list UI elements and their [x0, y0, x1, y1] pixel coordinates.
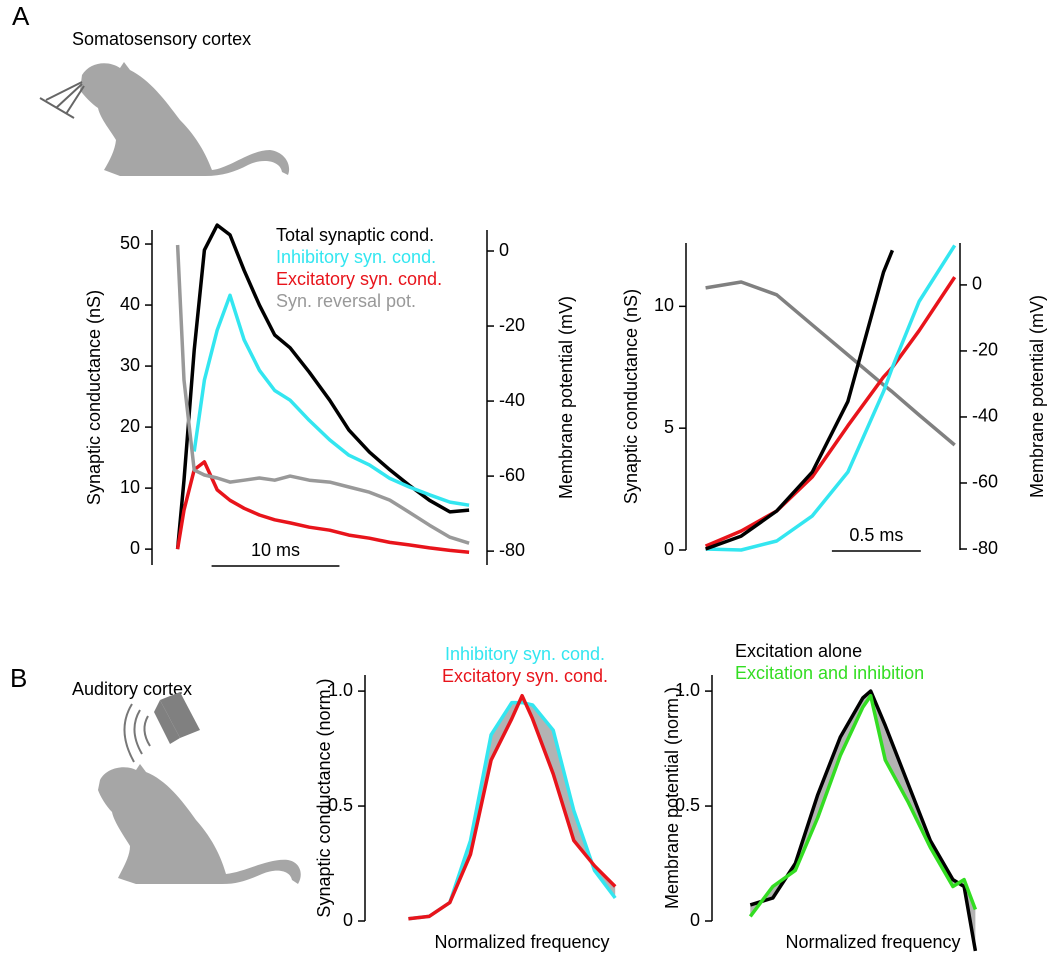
y2-axis-label: Membrane potential (mV): [1027, 295, 1047, 498]
panel-label: B: [10, 663, 27, 693]
y2-tick-label: -40: [499, 390, 525, 410]
legend-entry: Excitatory syn. cond.: [276, 269, 442, 289]
y2-tick-label: -20: [499, 315, 525, 335]
series-line: [705, 244, 957, 552]
scale-bar-label: 0.5 ms: [849, 525, 903, 545]
legend-entry: Syn. reversal pot.: [276, 291, 416, 311]
rat-icon: [98, 692, 301, 884]
y-tick-label: 20: [120, 416, 140, 436]
y2-tick-label: 0: [499, 240, 509, 260]
difference-shade: [750, 691, 976, 951]
series-line: [192, 293, 470, 507]
y2-tick-label: -80: [499, 540, 525, 560]
series-line: [749, 689, 978, 952]
y-axis-label: Membrane potential (norm.): [662, 687, 682, 909]
legend-entry: Excitation and inhibition: [735, 663, 924, 683]
legend-entry: Excitation alone: [735, 641, 862, 661]
legend-entry: Excitatory syn. cond.: [442, 666, 608, 686]
y-tick-label: 0.5: [328, 795, 353, 815]
y2-tick-label: -20: [972, 340, 998, 360]
y-tick-label: 0: [130, 538, 140, 558]
y-tick-label: 1.0: [675, 680, 700, 700]
difference-shade: [408, 695, 616, 919]
y-tick-label: 40: [120, 294, 140, 314]
legend-entry: Inhibitory syn. cond.: [445, 644, 605, 664]
series-line: [705, 249, 895, 551]
region-label: Auditory cortex: [72, 679, 192, 699]
y-tick-label: 0.5: [675, 795, 700, 815]
series-line: [175, 244, 470, 545]
y-axis-label: Synaptic conductance (norm.): [314, 678, 334, 917]
y-axis-label: Synaptic conductance (nS): [621, 289, 641, 504]
y-tick-label: 0: [690, 910, 700, 930]
y-tick-label: 0: [664, 539, 674, 559]
series-line: [408, 700, 617, 921]
legend-entry: Inhibitory syn. cond.: [276, 247, 436, 267]
legend-entry: Total synaptic cond.: [276, 225, 434, 245]
y2-tick-label: 0: [972, 274, 982, 294]
whiskers: [39, 81, 85, 119]
series-line: [408, 693, 617, 921]
y-tick-label: 10: [120, 477, 140, 497]
y-tick-label: 10: [654, 295, 674, 315]
panel-label: A: [12, 1, 30, 31]
series-line: [748, 693, 978, 918]
y-axis-label: Synaptic conductance (nS): [84, 290, 104, 505]
y2-tick-label: -80: [972, 538, 998, 558]
y-tick-label: 0: [343, 910, 353, 930]
region-label: Somatosensory cortex: [72, 29, 251, 49]
x-axis-label: Normalized frequency: [785, 932, 960, 952]
series-line: [175, 460, 470, 554]
y-tick-label: 1.0: [328, 680, 353, 700]
series-line: [704, 276, 957, 548]
scale-bar-label: 10 ms: [251, 540, 300, 560]
y-tick-label: 50: [120, 233, 140, 253]
x-axis-label: Normalized frequency: [434, 932, 609, 952]
y2-axis-label: Membrane potential (mV): [556, 296, 576, 499]
series-line: [705, 280, 956, 447]
y-tick-label: 5: [664, 417, 674, 437]
sound-waves: [123, 703, 151, 763]
y-tick-label: 30: [120, 355, 140, 375]
y2-tick-label: -60: [972, 472, 998, 492]
rat-icon: [80, 62, 290, 176]
y2-tick-label: -40: [972, 406, 998, 426]
y2-tick-label: -60: [499, 465, 525, 485]
